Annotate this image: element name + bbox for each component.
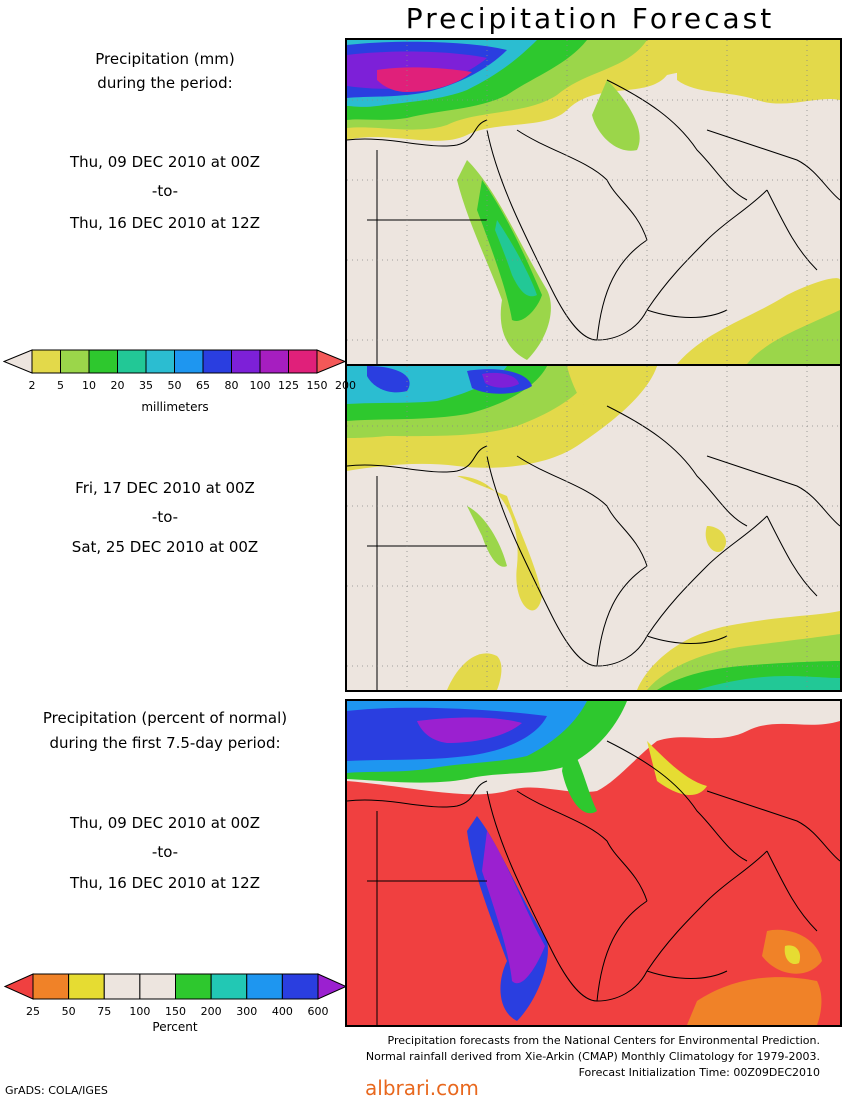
colorbar-tick-label: 75 — [97, 1005, 112, 1018]
colorbar-segment — [117, 349, 147, 374]
colorbar-tick-label: 20 — [110, 379, 125, 392]
colorbar-tick-label: 150 — [165, 1005, 186, 1018]
panel3-start-date: Thu, 09 DEC 2010 at 00Z — [70, 814, 260, 832]
colorbar-tick-label: 200 — [335, 379, 356, 392]
precip-map-week2 — [345, 364, 842, 692]
panel1-end-date: Thu, 16 DEC 2010 at 12Z — [70, 214, 260, 232]
precip-map-week1 — [345, 38, 842, 366]
colorbar-segment — [60, 349, 90, 374]
software-credit: GrADS: COLA/IGES — [5, 1084, 108, 1097]
panel1-to-label: -to- — [151, 182, 179, 200]
colorbar-tick-label: 50 — [167, 379, 182, 392]
colorbar-arrow-high — [316, 349, 347, 374]
colorbar-tick-label: 300 — [236, 1005, 258, 1018]
colorbar-tick-label: 80 — [224, 379, 239, 392]
colorbar-segment — [175, 973, 212, 1000]
colorbar-segment — [88, 349, 118, 374]
panel3-header-line1: Precipitation (percent of normal) — [42, 709, 288, 727]
colorbar-tick-label: 100 — [129, 1005, 151, 1018]
colorbar-segment — [259, 349, 289, 374]
colorbar-segment — [145, 349, 175, 374]
panel2-to-label: -to- — [151, 508, 179, 526]
colorbar-segment — [231, 349, 261, 374]
colorbar-segment — [139, 973, 176, 1000]
colorbar-tick-label: 200 — [200, 1005, 222, 1018]
colorbar-tick-label: 5 — [57, 379, 64, 392]
watermark: albrari.com — [365, 1076, 479, 1100]
panel3-to-label: -to- — [151, 843, 179, 861]
colorbar-segment — [31, 349, 61, 374]
colorbar-tick-label: 2 — [28, 379, 36, 392]
panel3-end-date: Thu, 16 DEC 2010 at 12Z — [70, 874, 260, 892]
colorbar-tick-label: 10 — [82, 379, 96, 392]
colorbar-tick-label: 65 — [196, 379, 210, 392]
colorbar-arrow-low — [3, 973, 34, 1000]
colorbar-segment — [210, 973, 248, 1000]
colorbar-segment — [32, 973, 70, 1000]
colorbar-segment — [281, 973, 319, 1000]
credits-line3: Forecast Initialization Time: 00Z09DEC20… — [578, 1066, 820, 1079]
colorbar-millimeters: 2 5 10 20 35 50 65 80 100 125 150 200 millimeters — [3, 349, 356, 419]
colorbar-tick-label: 35 — [139, 379, 153, 392]
panel3-header-line2: during the first 7.5-day period: — [49, 734, 281, 752]
page-title: Precipitation Forecast — [405, 2, 775, 35]
colorbar-mm-unit: millimeters — [141, 400, 209, 414]
panel1-start-date: Thu, 09 DEC 2010 at 00Z — [70, 153, 260, 171]
colorbar-arrow-low — [3, 349, 33, 374]
credits-line1: Precipitation forecasts from the Nationa… — [387, 1034, 821, 1047]
colorbar-tick-label: 100 — [249, 379, 271, 392]
colorbar-segment — [202, 349, 232, 374]
credits-line2: Normal rainfall derived from Xie-Arkin (… — [365, 1050, 820, 1063]
colorbar-segment — [103, 973, 141, 1000]
colorbar-tick-label: 25 — [26, 1005, 40, 1018]
percent-normal-map — [345, 699, 842, 1027]
colorbar-segment — [246, 973, 283, 1000]
colorbar-segment — [288, 349, 318, 374]
panel1-header-line1: Precipitation (mm) — [95, 50, 235, 68]
colorbar-percent: 25 50 75 100 150 200 300 400 600 Percent — [3, 972, 348, 1042]
colorbar-segment — [68, 973, 105, 1000]
colorbar-percent-unit: Percent — [152, 1020, 198, 1034]
credits: Precipitation forecasts from the Nationa… — [366, 1033, 820, 1081]
colorbar-tick-label: 150 — [306, 379, 328, 392]
colorbar-tick-label: 125 — [278, 379, 299, 392]
colorbar-tick-label: 50 — [61, 1005, 76, 1018]
colorbar-arrow-high — [317, 973, 348, 1000]
colorbar-segment — [174, 349, 204, 374]
colorbar-tick-label: 400 — [271, 1005, 293, 1018]
panel2-end-date: Sat, 25 DEC 2010 at 00Z — [71, 538, 259, 556]
panel1-header-line2: during the period: — [97, 74, 233, 92]
colorbar-tick-label: 600 — [307, 1005, 329, 1018]
panel2-start-date: Fri, 17 DEC 2010 at 00Z — [75, 479, 255, 497]
